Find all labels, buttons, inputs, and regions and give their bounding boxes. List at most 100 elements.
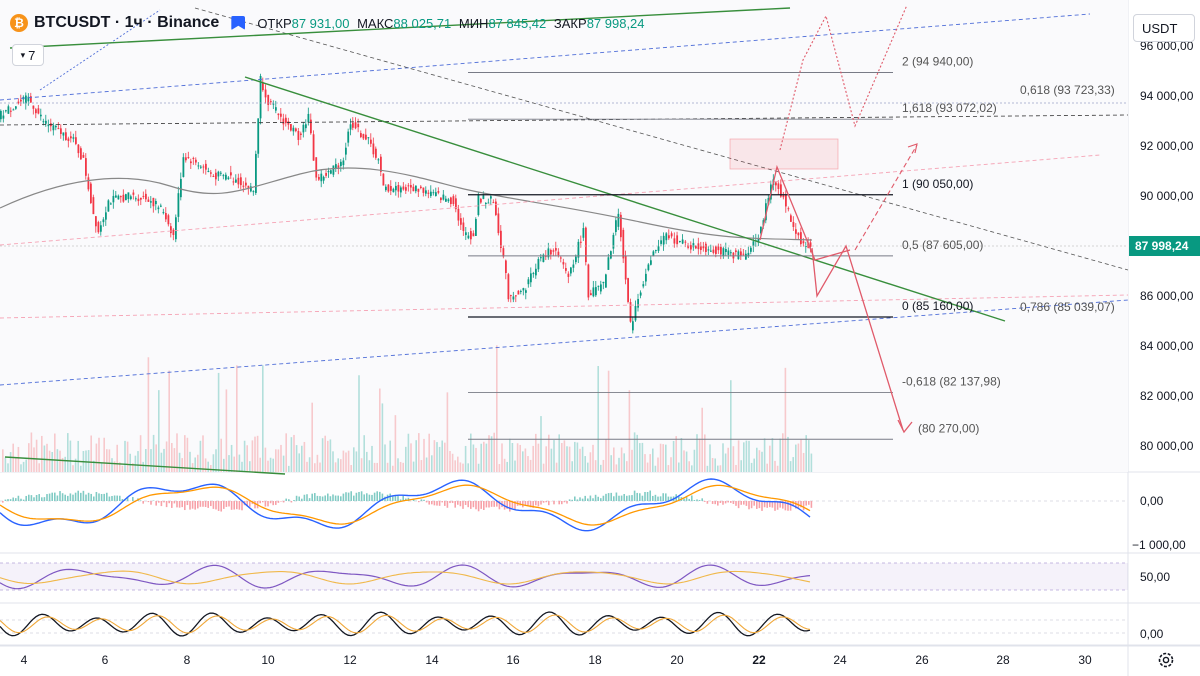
candle-body [639,292,642,296]
volume-bar [69,440,72,472]
macd-hist-bar [654,494,657,501]
flag-icon[interactable] [231,16,246,30]
macd-hist-bar [394,494,397,501]
candle-body [187,157,190,159]
candle-body [525,290,527,293]
volume-bar [139,435,142,472]
candle-body [592,287,595,297]
main-pane-bg [0,0,1128,472]
candle-body [712,249,715,253]
candle-body [27,96,30,102]
volume-bar [774,460,776,472]
macd-hist-bar [199,501,202,507]
candle-body [622,229,625,259]
candle-body [362,134,365,139]
volume-bar [485,443,488,472]
candle-body [195,159,197,163]
projection-wave [759,164,851,261]
symbol-title[interactable]: BTCUSDT · 1ч · Binance [34,14,220,31]
volume-bar [386,462,389,472]
volume-bar [678,462,680,472]
candle-body [122,194,125,202]
macd-hist-bar [457,501,459,505]
candle-body [610,251,612,259]
volume-bar [449,451,451,472]
volume-bar [441,440,443,472]
candle-body [217,171,220,177]
fib-level-label: 2 (94 940,00) [902,55,973,69]
volume-bar [522,451,524,472]
gear-icon[interactable] [1156,650,1176,670]
candle-body [222,175,225,177]
macd-hist-bar [477,501,480,512]
macd-hist-bar [532,501,534,508]
candle-body [145,193,147,200]
candle-body [809,242,812,247]
macd-hist-bar [563,501,566,503]
current-price-tag [1129,236,1200,256]
volume-bar [176,433,178,472]
volume-bar [87,450,90,472]
volume-bar [758,450,761,472]
macd-hist-bar [553,501,555,505]
trend-line-top [9,7,791,49]
macd-hist-bar [303,494,306,501]
volume-bar [459,462,462,472]
macd-hist-bar [558,501,560,505]
macd-hist-bar [527,501,529,506]
fib-right-label: 0,786 (85 039,07) [1020,300,1115,314]
candle-body [462,222,465,231]
volume-bar [581,446,584,472]
volume-bar [789,461,792,472]
macd-hist-bar [776,501,779,510]
candle-body [7,106,10,114]
candle-body [745,253,747,260]
volume-bar [782,433,784,472]
projection-dotted [779,4,908,151]
macd-hist-bar [100,493,103,501]
volume-bar [550,448,553,472]
currency-button[interactable]: USDT [1133,14,1195,42]
volume-bar [691,465,693,472]
candle-body [480,198,482,203]
candle-body [537,259,540,270]
macd-hist-bar [771,501,774,508]
candle-body [535,268,537,276]
macd-hist-bar [769,501,771,508]
volume-bar [719,465,722,472]
candle-body [230,172,232,176]
volume-bar [436,442,438,472]
volume-bar [623,453,625,472]
macd-hist-bar [288,499,290,501]
fib-level-label: -0,618 (82 137,98) [902,375,1001,389]
indicators-toggle[interactable]: ▾ 7 [12,44,44,66]
macd-hist-bar [311,493,313,501]
symbol-legend[interactable]: ₿ BTCUSDT · 1ч · Binance ОТКР87 931,00 М… [10,14,649,32]
candle-body [352,122,354,128]
volume-bar [802,452,805,472]
candle-body [162,212,165,214]
macd-hist-bar [56,495,59,501]
macd-hist-bar [147,501,150,503]
macd-hist-bar [46,494,48,501]
stoch-k-line [0,611,811,637]
volume-bar [792,457,794,472]
volume-bar [217,372,220,472]
volume-bar [639,443,641,472]
macd-hist-bar [241,501,243,511]
time-axis-label: 26 [915,653,929,667]
moving-average-line [0,167,813,241]
macd-hist-bar [433,501,436,506]
candle-body [202,166,205,168]
volume-bar [514,460,516,472]
volume-bar [701,407,703,472]
volume-bar [740,460,742,472]
macd-hist-bar [329,496,332,501]
candle-body [517,290,520,295]
macd-hist-bar [774,501,776,511]
macd-hist-bar [633,490,636,501]
candle-body [642,284,645,287]
macd-hist-bar [17,495,20,501]
